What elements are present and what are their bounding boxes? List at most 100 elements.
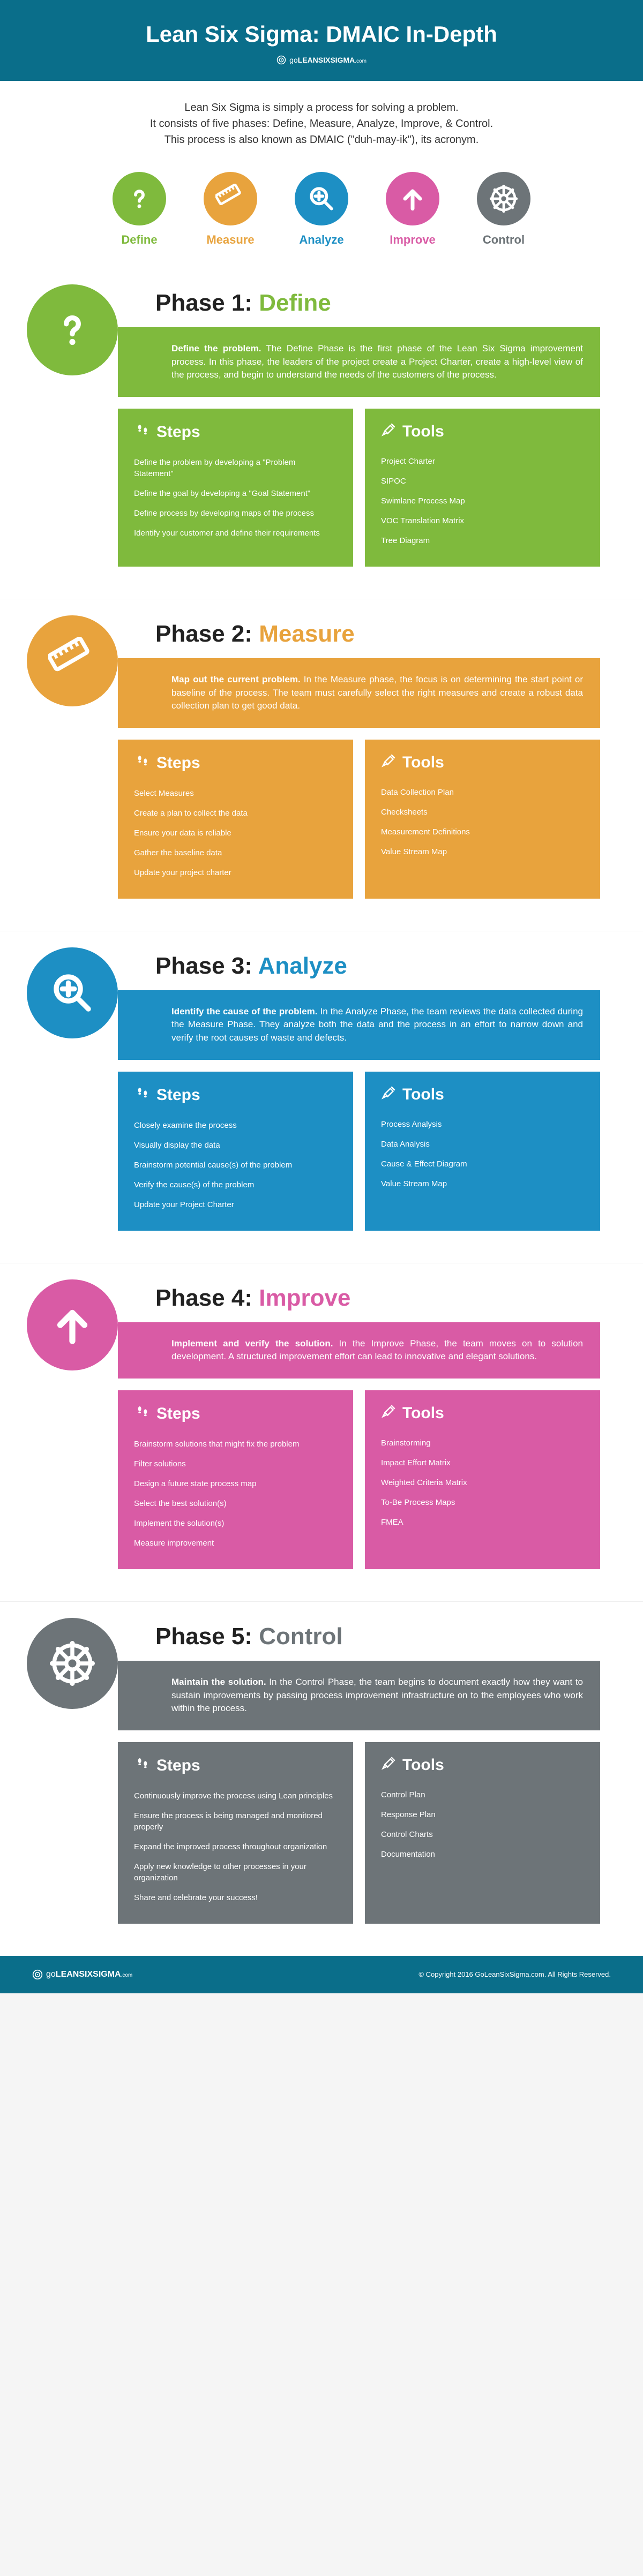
- steps-list: Define the problem by developing a "Prob…: [134, 453, 337, 543]
- steps-column: Steps Closely examine the processVisually…: [118, 1072, 353, 1231]
- step-item: Verify the cause(s) of the problem: [134, 1175, 337, 1195]
- step-item: Define the problem by developing a "Prob…: [134, 453, 337, 484]
- tools-icon: [381, 1403, 397, 1423]
- ruler-icon: [204, 172, 257, 225]
- tools-label: Tools: [402, 1756, 444, 1774]
- tool-item: Process Analysis: [381, 1114, 584, 1134]
- step-item: Brainstorm potential cause(s) of the pro…: [134, 1155, 337, 1175]
- copyright: © Copyright 2016 GoLeanSixSigma.com. All…: [418, 1970, 611, 1978]
- tool-item: VOC Translation Matrix: [381, 511, 584, 531]
- footer-logo: goLEANSIXSIGMA.com: [32, 1969, 132, 1980]
- tools-list: Process AnalysisData AnalysisCause & Eff…: [381, 1114, 584, 1194]
- phase-name: Control: [259, 1623, 342, 1649]
- tool-item: Weighted Criteria Matrix: [381, 1473, 584, 1493]
- arrow-up-icon: [386, 172, 439, 225]
- step-item: Share and celebrate your success!: [134, 1888, 337, 1908]
- step-item: Brainstorm solutions that might fix the …: [134, 1434, 337, 1454]
- tool-item: Project Charter: [381, 451, 584, 471]
- tools-list: Control PlanResponse PlanControl ChartsD…: [381, 1785, 584, 1864]
- target-icon: [32, 1969, 43, 1980]
- phase-columns: Steps Closely examine the processVisually…: [118, 1072, 600, 1231]
- step-item: Expand the improved process throughout o…: [134, 1837, 337, 1857]
- dmaic-item-analyze: Analyze: [295, 172, 348, 247]
- step-item: Measure improvement: [134, 1533, 337, 1553]
- step-item: Identify your customer and define their …: [134, 523, 337, 543]
- wheel-icon: [27, 1618, 118, 1709]
- steps-column: Steps Continuously improve the process us…: [118, 1742, 353, 1924]
- tools-label: Tools: [402, 1086, 444, 1104]
- tool-item: Value Stream Map: [381, 842, 584, 862]
- tools-list: Project CharterSIPOCSwimlane Process Map…: [381, 451, 584, 551]
- step-item: Continuously improve the process using L…: [134, 1786, 337, 1806]
- tools-column: Tools Process AnalysisData AnalysisCause …: [365, 1072, 600, 1231]
- steps-label: Steps: [156, 1757, 200, 1775]
- steps-column: StepsSelect MeasuresCreate a plan to col…: [118, 740, 353, 899]
- infographic-page: Lean Six Sigma: DMAIC In-Depth goLEANSIX…: [0, 0, 643, 1993]
- target-icon: [276, 55, 286, 65]
- step-item: Gather the baseline data: [134, 843, 337, 863]
- footer: goLEANSIXSIGMA.com © Copyright 2016 GoLe…: [0, 1956, 643, 1993]
- tools-column: ToolsData Collection PlanChecksheetsMeas…: [365, 740, 600, 899]
- question-icon: [113, 172, 166, 225]
- tool-item: Tree Diagram: [381, 531, 584, 551]
- page-title: Lean Six Sigma: DMAIC In-Depth: [11, 21, 632, 47]
- steps-label: Steps: [156, 1086, 200, 1104]
- tool-item: Value Stream Map: [381, 1174, 584, 1194]
- tools-heading: Tools: [381, 1403, 584, 1423]
- tools-column: Tools Control PlanResponse PlanControl Ch…: [365, 1742, 600, 1924]
- tools-column: ToolsBrainstormingImpact Effort MatrixWe…: [365, 1390, 600, 1569]
- phase-desc-bold: Identify the cause of the problem.: [171, 1006, 318, 1016]
- intro-line: This process is also known as DMAIC ("du…: [64, 132, 579, 148]
- step-item: Visually display the data: [134, 1135, 337, 1155]
- steps-heading: Steps: [134, 1084, 337, 1106]
- tool-item: Documentation: [381, 1844, 584, 1864]
- zoom-icon: [27, 947, 118, 1038]
- phase-description: Implement and verify the solution. In th…: [118, 1322, 600, 1379]
- tool-item: Control Charts: [381, 1825, 584, 1844]
- tool-item: Measurement Definitions: [381, 822, 584, 842]
- tool-item: Response Plan: [381, 1805, 584, 1825]
- steps-heading: Steps: [134, 752, 337, 774]
- step-item: Ensure the process is being managed and …: [134, 1806, 337, 1837]
- dmaic-item-control: Control: [477, 172, 530, 247]
- dmaic-label: Analyze: [299, 233, 343, 247]
- step-item: Implement the solution(s): [134, 1513, 337, 1533]
- phase-description: Map out the current problem. In the Meas…: [118, 658, 600, 728]
- step-item: Define the goal by developing a "Goal St…: [134, 484, 337, 503]
- step-item: Update your Project Charter: [134, 1195, 337, 1215]
- tool-item: To-Be Process Maps: [381, 1493, 584, 1512]
- steps-list: Closely examine the processVisually disp…: [134, 1116, 337, 1215]
- phase-define: Phase 1: DefineDefine the problem. The D…: [0, 268, 643, 599]
- footprints-icon: [134, 421, 151, 443]
- tools-icon: [381, 752, 397, 773]
- steps-column: StepsBrainstorm solutions that might fix…: [118, 1390, 353, 1569]
- phase-name: Measure: [259, 621, 355, 647]
- phase-title: Phase 2: Measure: [43, 621, 600, 658]
- steps-label: Steps: [156, 423, 200, 441]
- step-item: Closely examine the process: [134, 1116, 337, 1135]
- tool-item: Impact Effort Matrix: [381, 1453, 584, 1473]
- tools-label: Tools: [402, 754, 444, 772]
- dmaic-item-define: Define: [113, 172, 166, 247]
- step-item: Ensure your data is reliable: [134, 823, 337, 843]
- phase-analyze: Phase 3: AnalyzeIdentify the cause of th…: [0, 931, 643, 1263]
- tools-icon: [381, 1755, 397, 1775]
- footprints-icon: [134, 1755, 151, 1776]
- tools-icon: [381, 1084, 397, 1105]
- phase-desc-bold: Implement and verify the solution.: [171, 1338, 333, 1349]
- brand-logo: goLEANSIXSIGMA.com: [11, 55, 632, 65]
- tool-item: Swimlane Process Map: [381, 491, 584, 511]
- tools-label: Tools: [402, 423, 444, 441]
- dmaic-label: Control: [483, 233, 525, 247]
- tools-heading: Tools: [381, 752, 584, 773]
- phase-title: Phase 4: Improve: [43, 1285, 600, 1322]
- phase-name: Analyze: [258, 953, 347, 979]
- phase-description: Maintain the solution. In the Control Ph…: [118, 1661, 600, 1730]
- tools-heading: Tools: [381, 1755, 584, 1775]
- dmaic-label: Measure: [206, 233, 254, 247]
- wheel-icon: [477, 172, 530, 225]
- dmaic-label: Define: [121, 233, 157, 247]
- tool-item: SIPOC: [381, 471, 584, 491]
- tool-item: Checksheets: [381, 802, 584, 822]
- dmaic-item-measure: Measure: [204, 172, 257, 247]
